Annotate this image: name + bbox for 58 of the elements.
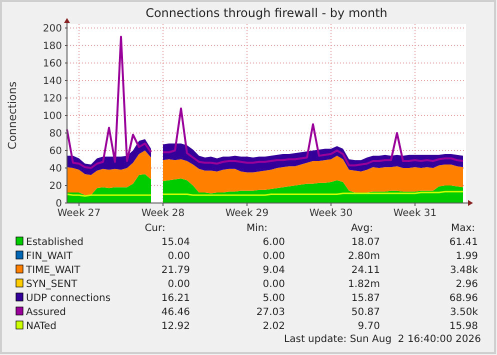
y-tick-label: 120: [42, 94, 62, 104]
y-tick-label: 100: [42, 111, 62, 122]
y-tick-label: 180: [42, 41, 62, 52]
y-tick-label: 80: [49, 128, 62, 140]
text: 2.02: [262, 321, 285, 332]
text: 15.98: [449, 321, 478, 332]
text: 0.00: [262, 279, 285, 290]
legend-label: FIN_WAIT: [26, 251, 74, 262]
text: 1.99: [456, 251, 478, 262]
y-tick-label: 200: [42, 24, 62, 34]
text: 61.41: [449, 237, 478, 248]
text: 15.87: [351, 293, 380, 304]
text: 18.07: [351, 237, 380, 248]
text: 5.00: [262, 293, 285, 304]
chart-title: Connections through firewall - by month: [146, 6, 388, 20]
y-tick-label: 40: [49, 164, 62, 174]
y-tick-label: 140: [42, 76, 62, 87]
text: 46.46: [161, 307, 190, 318]
text: 3.50k: [450, 307, 478, 318]
x-tick-label: Week 27: [57, 208, 101, 219]
text: 2.80m: [348, 251, 380, 262]
text: 15.04: [161, 237, 190, 248]
text: 9.70: [358, 321, 380, 332]
legend-label: Assured: [26, 307, 66, 318]
legend-label: SYN_SENT: [26, 279, 78, 290]
y-tick-label: 0: [56, 198, 62, 210]
text: Avg:: [351, 223, 373, 234]
legend-label: UDP connections: [26, 293, 111, 304]
text: 1.82m: [348, 279, 380, 290]
text: Max:: [450, 223, 476, 234]
text: 3.48k: [450, 265, 478, 276]
text: 68.96: [449, 293, 478, 304]
legend-label: Established: [26, 237, 84, 248]
text: 50.87: [351, 307, 380, 318]
text: 2.96: [456, 279, 478, 290]
text: 9.04: [262, 265, 285, 276]
text: 0.00: [168, 251, 190, 262]
text: 27.03: [256, 307, 285, 318]
text: Cur:: [144, 223, 166, 234]
text: 6.00: [262, 237, 285, 248]
text: Last update: Sun Aug 2 16:40:00 2026: [284, 334, 481, 345]
y-axis-title: Connections: [6, 81, 19, 150]
legend-label: NATed: [26, 321, 56, 332]
text: 0.00: [262, 251, 285, 262]
text: 21.79: [161, 265, 190, 276]
text: 12.92: [161, 321, 190, 332]
legend-label: TIME_WAIT: [25, 265, 82, 276]
x-tick-label: Week 28: [141, 208, 185, 219]
x-tick-label: Week 31: [393, 208, 437, 219]
y-tick-label: 20: [49, 181, 62, 192]
text: 0.00: [168, 279, 190, 290]
text: 24.11: [351, 265, 380, 276]
text: Min:: [246, 223, 268, 234]
x-tick-label: Week 30: [309, 208, 353, 219]
x-tick-label: Week 29: [225, 208, 269, 219]
text: 16.21: [161, 293, 190, 304]
y-tick-label: 160: [42, 58, 62, 70]
y-tick-label: 60: [49, 146, 62, 157]
